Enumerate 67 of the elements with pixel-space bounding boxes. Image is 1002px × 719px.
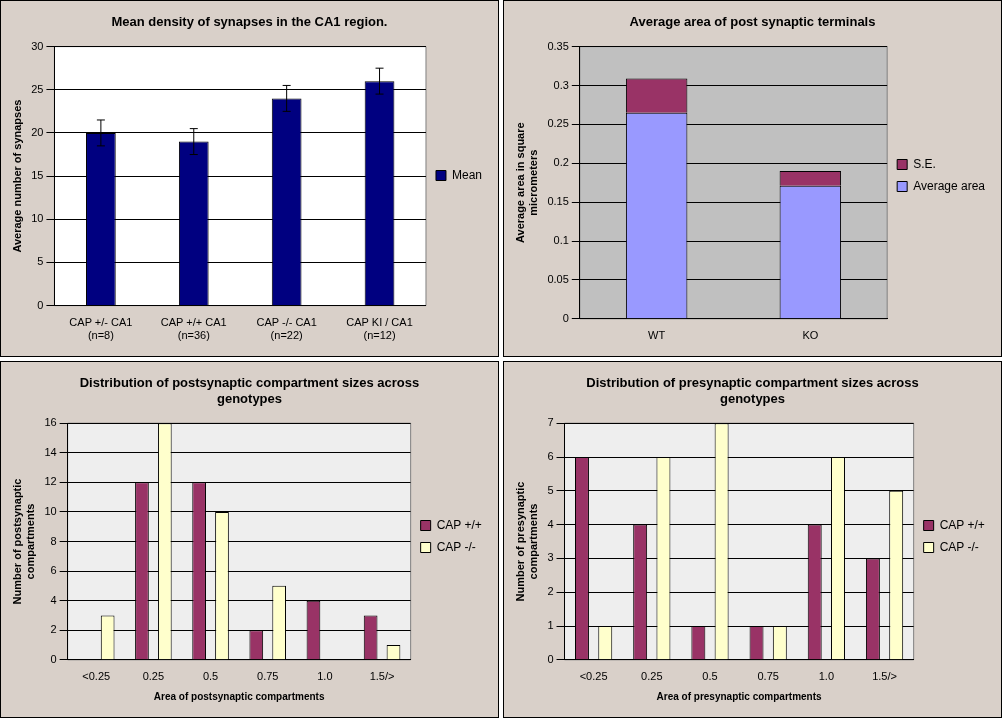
x-tick-label: CAP -/- CA1 (n=22) xyxy=(256,316,317,342)
y-tick-label: 16 xyxy=(44,416,57,429)
y-tick-label: 0 xyxy=(562,311,569,324)
y-tick-label: 2 xyxy=(547,585,554,598)
chart-title: Distribution of presynaptic compartment sizes across genotypes xyxy=(586,375,919,406)
y-tick-label: 10 xyxy=(31,212,44,225)
y-tick-label: 25 xyxy=(31,82,44,95)
y-tick-label: 6 xyxy=(547,450,554,463)
legend-label: S.E. xyxy=(913,156,936,171)
x-axis-title: Area of presynaptic compartments xyxy=(656,690,823,702)
y-tick-label: 7 xyxy=(547,416,554,429)
y-tick-label: 0.05 xyxy=(547,272,569,285)
chart-title: Mean density of synapses in the CA1 region. xyxy=(111,14,388,30)
y-tick-label: 15 xyxy=(31,169,44,182)
y-axis-title: Average area in square micrometers xyxy=(513,122,539,244)
y-tick-label: 0.15 xyxy=(547,195,569,208)
x-tick-label: 0.25 xyxy=(641,670,663,683)
y-tick-label: 3 xyxy=(547,551,554,564)
chart-title: Average area of post synaptic terminals xyxy=(629,14,876,30)
x-tick-label: 1.5/> xyxy=(872,670,897,683)
y-axis-title: Average number of synapses xyxy=(10,99,23,253)
x-tick-label: 0.75 xyxy=(757,670,779,683)
y-axis-title: Number of presynaptic compartments xyxy=(513,481,539,602)
legend-label: CAP -/- xyxy=(939,539,979,554)
legend-label: CAP -/- xyxy=(436,539,476,554)
x-tick-label: <0.25 xyxy=(82,670,111,683)
x-tick-label: CAP +/+ CA1 (n=36) xyxy=(160,316,227,342)
y-tick-label: 4 xyxy=(50,593,57,606)
y-tick-label: 5 xyxy=(37,255,44,268)
x-tick-label: 1.5/> xyxy=(369,670,395,683)
x-tick-label: 1.0 xyxy=(317,670,333,683)
chart-title: Distribution of postsynaptic compartment sizes across genotypes xyxy=(79,375,420,406)
x-axis-title: Area of postsynaptic compartments xyxy=(153,690,325,702)
y-tick-label: 0.35 xyxy=(547,39,569,52)
x-tick-label: 1.0 xyxy=(818,670,835,683)
y-tick-label: 12 xyxy=(44,475,57,488)
y-tick-label: 0 xyxy=(50,652,57,665)
y-tick-label: 4 xyxy=(547,517,554,530)
y-tick-label: 0.3 xyxy=(553,78,569,91)
legend-label: CAP +/+ xyxy=(436,517,482,532)
legend-label: CAP +/+ xyxy=(939,517,985,532)
x-tick-label: WT xyxy=(648,329,666,342)
x-tick-label: CAP +/- CA1 (n=8) xyxy=(69,316,133,342)
y-tick-label: 20 xyxy=(31,125,44,138)
y-tick-label: 0.1 xyxy=(553,234,569,247)
y-tick-label: 0.2 xyxy=(553,156,569,169)
x-tick-label: 0.75 xyxy=(257,670,279,683)
y-tick-label: 8 xyxy=(50,534,57,547)
y-tick-label: 0 xyxy=(37,298,44,311)
y-tick-label: 0 xyxy=(547,652,554,665)
legend-label: Mean xyxy=(451,167,483,182)
x-tick-label: 0.5 xyxy=(202,670,219,683)
x-tick-label: 0.25 xyxy=(142,670,165,683)
x-tick-label: <0.25 xyxy=(579,670,608,683)
y-axis-title: Number of postsynaptic compartments xyxy=(10,478,36,605)
y-tick-label: 1 xyxy=(547,619,554,632)
x-tick-label: 0.5 xyxy=(702,670,718,683)
x-tick-label: KO xyxy=(802,329,819,342)
y-tick-label: 2 xyxy=(50,623,57,636)
y-tick-label: 14 xyxy=(44,445,57,458)
y-tick-label: 0.25 xyxy=(547,117,569,130)
y-tick-label: 30 xyxy=(31,39,44,52)
legend-label: Average area xyxy=(913,178,986,193)
y-tick-label: 6 xyxy=(50,564,57,577)
y-tick-label: 10 xyxy=(44,504,57,517)
y-tick-label: 5 xyxy=(547,483,554,496)
x-tick-label: CAP KI / CA1 (n=12) xyxy=(346,316,413,342)
